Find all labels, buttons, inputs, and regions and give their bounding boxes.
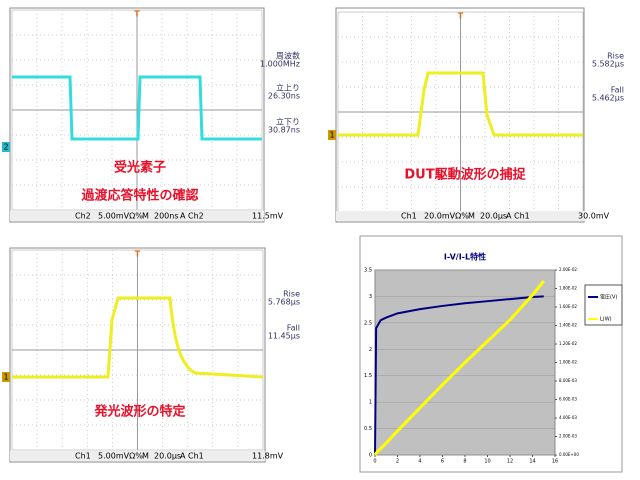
legend-label: L(W) [600, 317, 612, 323]
channel-marker-bg [2, 142, 10, 152]
readout: 周波数 [276, 51, 300, 61]
status-bar [336, 211, 585, 221]
x-tick-label: 14 [529, 459, 535, 465]
status-text: Ch1 [401, 212, 417, 221]
trigger-marker: T [135, 250, 141, 259]
status-text: M [468, 212, 475, 221]
y-tick-label: 1 [369, 400, 372, 406]
status-text: Ch1 [188, 452, 204, 461]
readout: 5.582µs [592, 60, 624, 69]
status-text: Ch1 [75, 452, 91, 461]
waveform [12, 296, 264, 379]
x-tick-label: 0 [373, 459, 376, 465]
chart-title: I-V/I-L特性 [444, 252, 486, 262]
y-tick-label: 3.5 [364, 268, 372, 274]
x-tick-label: 10 [484, 459, 490, 465]
x-tick-label: 12 [507, 459, 513, 465]
status-text: 20.0µs [154, 452, 181, 461]
channel-marker: 2 [3, 143, 8, 152]
trigger-marker: T [458, 12, 464, 21]
readout: 5.768µs [268, 298, 300, 307]
readout: 11.45µs [268, 332, 300, 341]
y2-tick-label: 6.00E-03 [559, 397, 577, 402]
readout: 30.87ns [268, 126, 300, 135]
status-text: 20.0µs [480, 212, 507, 221]
y-tick-label: 0.5 [364, 426, 372, 432]
y2-tick-label: 2.00E-03 [559, 434, 577, 439]
readout: Fall [287, 324, 300, 333]
x-tick-label: 2 [396, 459, 399, 465]
status-text: Ch1 [514, 212, 530, 221]
readout: 1.000MHz [260, 60, 300, 69]
line-series [373, 280, 545, 456]
channel-marker: 1 [3, 373, 8, 382]
status-text: 200ns [154, 212, 179, 221]
y2-tick-label: 1.80E-02 [559, 286, 577, 291]
status-text: A [506, 212, 512, 221]
status-text: 11.8mV [252, 452, 284, 461]
readout: 26.30ns [268, 92, 300, 101]
y-tick-label: 2 [369, 347, 372, 353]
y-tick-label: 1.5 [364, 373, 372, 379]
readout: 5.462µs [592, 94, 624, 103]
x-tick-label: 16 [552, 459, 558, 465]
y2-tick-label: 1.60E-02 [559, 304, 577, 309]
x-tick-label: 4 [418, 459, 421, 465]
y2-tick-label: 8.00E-03 [559, 378, 577, 383]
status-text: 30.0mV [578, 212, 610, 221]
caption: 受光素子 [114, 160, 166, 176]
readout: Rise [283, 290, 300, 299]
y2-tick-label: 0.00E+00 [559, 452, 579, 457]
channel-marker-bg [328, 130, 336, 140]
waveform [338, 71, 583, 137]
status-text: Ch2 [188, 212, 204, 221]
status-text: 20.0mVΩ% [424, 212, 469, 221]
y2-tick-label: 1.20E-02 [559, 341, 577, 346]
readout: 立下り [276, 117, 300, 127]
y2-tick-label: 1.40E-02 [559, 323, 577, 328]
x-tick-label: 6 [441, 459, 444, 465]
readout: 立上り [276, 83, 300, 93]
legend-label: 電圧(V) [600, 295, 617, 301]
channel-marker: 1 [329, 131, 334, 140]
status-text: 5.00mVΩ% [98, 452, 143, 461]
y2-tick-label: 2.00E-02 [559, 267, 577, 272]
x-tick-label: 8 [463, 459, 466, 465]
status-text: 5.00mVΩ% [98, 212, 143, 221]
y-tick-label: 0 [369, 453, 372, 459]
caption: 過渡応答特性の確認 [80, 188, 198, 204]
waveform [12, 75, 262, 141]
status-text: M [142, 452, 149, 461]
status-bar [10, 211, 264, 221]
caption: 発光波形の特定 [93, 404, 185, 420]
status-bar [10, 451, 265, 461]
status-text: A [180, 212, 186, 221]
y-tick-label: 3 [369, 294, 372, 300]
status-text: A [180, 452, 186, 461]
y2-tick-label: 1.00E-02 [559, 360, 577, 365]
readout: Fall [611, 86, 624, 95]
readout: Rise [607, 52, 624, 61]
y2-tick-label: 4.00E-03 [559, 415, 577, 420]
line-series [374, 295, 544, 456]
status-text: 11.5mV [252, 212, 284, 221]
channel-marker-bg [2, 372, 10, 382]
status-text: Ch2 [75, 212, 91, 221]
y-tick-label: 2.5 [364, 320, 372, 326]
trigger-marker: T [134, 10, 140, 19]
status-text: M [142, 212, 149, 221]
caption: DUT駆動波形の捕捉 [404, 167, 526, 183]
